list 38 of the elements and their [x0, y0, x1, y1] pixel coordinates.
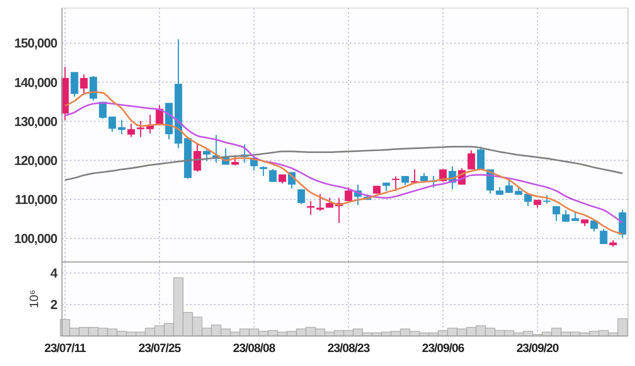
x-tick-label: 23/09/20	[516, 341, 560, 355]
y-tick-label: 130,000	[14, 114, 58, 129]
candlestick	[600, 228, 608, 245]
candlestick	[505, 178, 513, 194]
line-series	[64, 146, 624, 181]
y-tick-label: 140,000	[14, 74, 58, 90]
candlestick	[118, 120, 126, 135]
y-tick-label: 100,000	[14, 231, 58, 246]
candlestick	[127, 123, 135, 138]
candlestick	[316, 193, 324, 212]
candlestick	[194, 143, 202, 172]
candlestick	[136, 120, 144, 138]
x-tick-label: 23/08/23	[328, 341, 370, 355]
candlestick	[70, 71, 78, 98]
candlestick	[344, 186, 352, 202]
candlestick	[618, 209, 626, 238]
candlestick	[476, 146, 485, 170]
x-tick-label: 23/09/06	[422, 341, 465, 355]
candlestick	[306, 200, 314, 216]
candlestick	[108, 116, 116, 132]
candlestick	[260, 166, 268, 177]
candlestick	[269, 168, 277, 182]
candlestick	[297, 188, 306, 205]
candlestick	[80, 74, 88, 94]
x-tick-label: 23/07/25	[138, 341, 182, 355]
candlestick	[552, 206, 560, 222]
y-tick-label: 4	[50, 266, 58, 281]
y-tick-label: 2	[50, 297, 58, 312]
candlestick	[90, 75, 98, 102]
candlestick	[468, 150, 476, 170]
x-tick-label: 23/08/08	[233, 341, 276, 355]
candlestick	[562, 209, 570, 222]
y-tick-label: 110,000	[14, 192, 58, 208]
y-tick-label: 150,000	[14, 36, 58, 51]
candlestick	[202, 147, 211, 162]
y-tick-label: 120,000	[14, 152, 58, 168]
y-axis-title: 10⁶	[27, 290, 41, 308]
x-tick-label: 23/07/11	[44, 341, 87, 355]
